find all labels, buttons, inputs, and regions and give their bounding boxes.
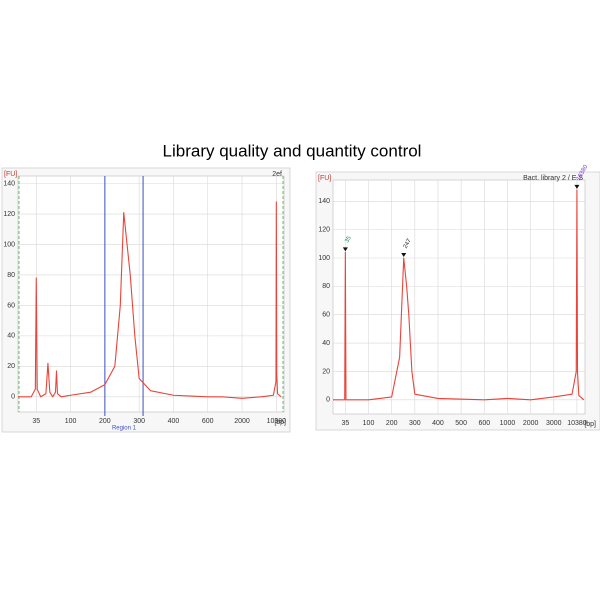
x-tick-label: 200 <box>99 418 111 425</box>
x-tick-label: 600 <box>202 418 214 425</box>
x-tick-label: 2000 <box>234 418 250 425</box>
y-tick-label: 40 <box>7 333 15 340</box>
y-tick-label: 80 <box>7 272 15 279</box>
plot-area <box>17 175 285 413</box>
peak-label: 247 <box>403 238 414 250</box>
y-tick-label: 40 <box>322 340 330 347</box>
peak-marker <box>342 247 348 252</box>
y-tick-label: 60 <box>322 312 330 319</box>
y-tick-label: 120 <box>318 226 330 233</box>
trace-line <box>18 201 282 399</box>
y-tick-label: 20 <box>7 363 15 370</box>
x-tick-label: 400 <box>432 420 444 427</box>
corner-label: 2ef <box>272 171 282 178</box>
y-tick-label: 20 <box>322 368 330 375</box>
x-tick-label: 600 <box>478 420 490 427</box>
x-tick-label: 400 <box>168 418 180 425</box>
plot-area <box>332 179 586 415</box>
y-tick-label: 140 <box>3 180 15 187</box>
chart-panel: 0 20 40 60 80 100 120 140 35 100 200 300 400 500 600 10… <box>315 164 600 431</box>
y-tick-label: 120 <box>3 211 15 218</box>
region-label: Region 1 <box>112 426 137 432</box>
x-tick-label: 300 <box>133 418 145 425</box>
figure-title: Library quality and quantity control <box>163 141 422 160</box>
peak-marker <box>401 253 407 257</box>
y-tick-label: 0 <box>326 397 330 404</box>
y-tick-label: 140 <box>318 198 330 205</box>
y-tick-label: 100 <box>318 255 330 262</box>
x-axis-unit: [bp] <box>584 421 596 428</box>
peak-label: 35 <box>344 235 353 244</box>
y-tick-label: 100 <box>3 241 15 248</box>
x-tick-label: 100 <box>363 420 375 427</box>
x-tick-label: 300 <box>409 420 421 427</box>
x-tick-label: 35 <box>341 420 349 427</box>
x-tick-label: 500 <box>455 420 467 427</box>
y-tick-label: 0 <box>11 394 15 401</box>
corner-label: Bact. library 2 / E.S <box>523 175 583 182</box>
chart-panel: 0 20 40 60 80 100 120 140 35 100 200 300 400 600 2000 1… <box>1 167 291 433</box>
x-tick-label: 1000 <box>500 420 516 427</box>
peak-marker <box>574 184 580 189</box>
trace-line <box>333 189 585 401</box>
x-tick-label: 10380 <box>267 418 287 425</box>
y-axis-unit: [FU] <box>4 171 17 178</box>
x-tick-label: 10380 <box>567 420 587 427</box>
x-tick-label: 35 <box>32 418 40 425</box>
x-tick-label: 3000 <box>546 420 562 427</box>
x-axis-unit: [bp] <box>274 419 286 426</box>
x-tick-label: 100 <box>65 418 77 425</box>
x-tick-label: 2000 <box>523 420 539 427</box>
x-tick-label: 200 <box>386 420 398 427</box>
y-tick-label: 60 <box>7 302 15 309</box>
y-tick-label: 80 <box>322 283 330 290</box>
y-axis-unit: [FU] <box>318 175 331 182</box>
